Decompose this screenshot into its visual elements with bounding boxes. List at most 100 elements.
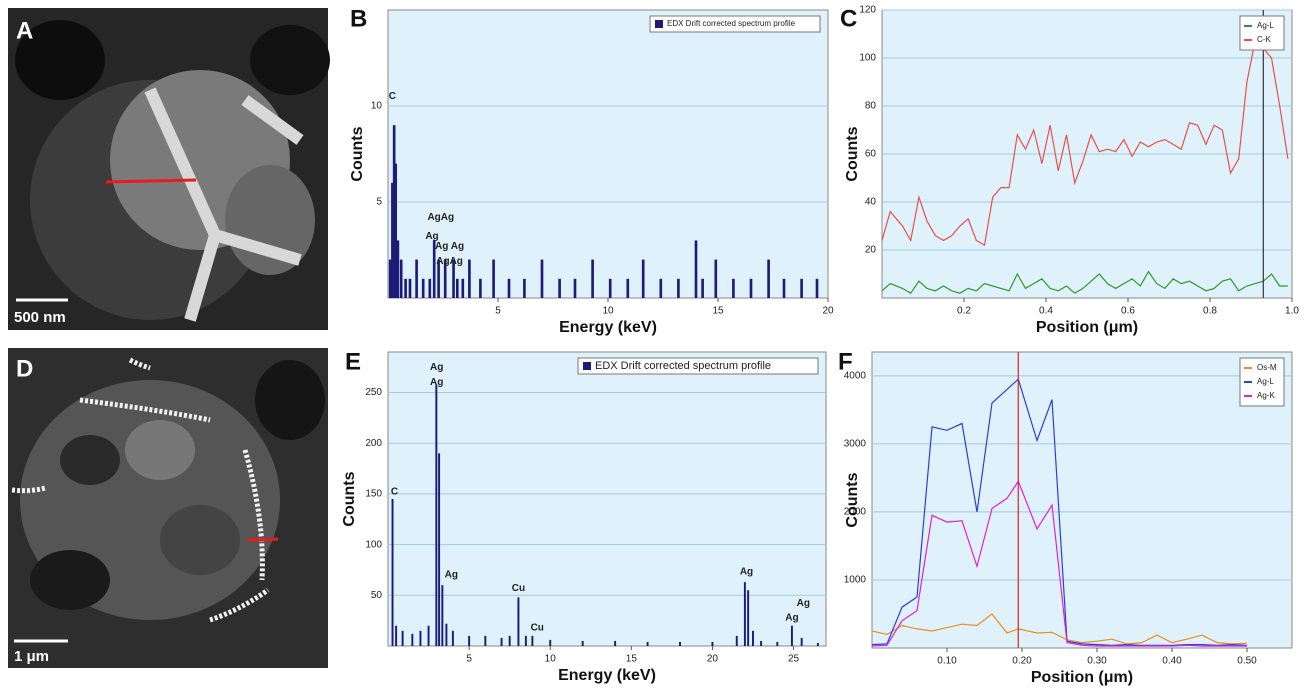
spectrum-bar (411, 633, 414, 646)
y-tick-label: 3000 (844, 439, 867, 450)
spectrum-bar (540, 259, 544, 298)
spectrum-bar (714, 259, 718, 298)
spectrum-bar (492, 259, 495, 298)
peak-label: AgAg (436, 256, 463, 267)
spectrum-bar (517, 597, 520, 646)
x-tick-label: 15 (626, 654, 638, 665)
peak-label: Ag (430, 377, 443, 388)
x-tick-label: 0.2 (957, 306, 971, 317)
spectrum-bar (443, 259, 447, 298)
peak-label: Ag Ag (435, 241, 464, 252)
scan-line (247, 537, 279, 542)
spectrum-bar (614, 640, 617, 646)
panel-label: C (840, 5, 857, 32)
scale-label: 500 nm (14, 309, 66, 326)
spectrum-bar (391, 182, 394, 298)
hole (160, 505, 240, 575)
spectrum-bar (549, 639, 552, 646)
peak-label: Ag (445, 570, 458, 581)
y-tick-label: 20 (865, 245, 877, 256)
micrograph-d: 1 μm D (8, 348, 328, 668)
spectrum-bar (399, 259, 403, 298)
spectrum-bar (432, 240, 436, 298)
spectrum-bar (484, 635, 487, 646)
legend-label: C-K (1257, 35, 1271, 44)
x-tick-label: 0.40 (1162, 656, 1182, 667)
y-tick-label: 80 (865, 101, 877, 112)
series-line (871, 613, 1248, 645)
panel-label: A (16, 17, 33, 44)
spectrum-bar (626, 278, 630, 298)
x-tick-label: 10 (602, 306, 614, 317)
spectrum-bar (790, 625, 793, 646)
peak-label: Cu (531, 622, 544, 633)
spectrum-bar (394, 163, 398, 298)
spectrum-bar (437, 259, 440, 298)
spectrum-bar (767, 259, 770, 298)
spectrum-bar (468, 635, 471, 646)
series-line (881, 270, 1288, 295)
spectrum-bar (441, 585, 444, 646)
y-tick-label: 2000 (844, 507, 867, 518)
x-tick-label: 5 (466, 654, 472, 665)
y-tick-label: 1000 (844, 575, 867, 586)
y-tick-label: 250 (365, 387, 382, 398)
panel-label: F (838, 348, 853, 375)
x-axis-label: Position (μm) (1036, 319, 1138, 336)
peak-label: Ag (740, 567, 753, 578)
y-tick-label: 120 (859, 5, 876, 16)
series-line (871, 378, 1248, 646)
hole (15, 20, 105, 100)
legend-swatch (583, 362, 591, 370)
hole (255, 360, 325, 440)
x-tick-label: 5 (495, 306, 501, 317)
peak-label: C (389, 91, 396, 102)
spectrum-bar (659, 278, 663, 298)
spectrum-bar (461, 278, 465, 298)
scale-label: 1 μm (14, 648, 49, 665)
spectrum-bar (782, 278, 786, 298)
x-tick-label: 25 (788, 654, 800, 665)
legend-label: EDX Drift corrected spectrum profile (667, 19, 796, 28)
spectrum-bar (392, 125, 396, 298)
peak-label: Ag (425, 231, 438, 242)
series-line (881, 40, 1289, 247)
micrograph-a: 500 nm A (8, 8, 330, 330)
spectrum-bar (558, 278, 561, 298)
spectrum-bar (694, 240, 698, 298)
spectrum-bar (427, 625, 430, 646)
x-tick-label: 20 (707, 654, 719, 665)
spectrum-bar (752, 630, 754, 646)
peak-label: Cu (512, 583, 525, 594)
y-tick-label: 4000 (844, 370, 867, 381)
spectrum-bar (581, 640, 584, 646)
spectrum-bar (508, 635, 511, 646)
legend-label: EDX Drift corrected spectrum profile (595, 360, 771, 372)
plot-area (871, 351, 1293, 649)
spectrum-bar (608, 278, 612, 298)
spectrum-bar (800, 278, 803, 298)
spectrum-bar (776, 641, 779, 646)
peak-label: AgAg (427, 212, 454, 223)
spectrum-bar (641, 259, 645, 298)
spectrum-bar (419, 630, 422, 646)
hole (60, 435, 120, 485)
x-tick-label: 0.6 (1121, 306, 1135, 317)
peak-label: Ag (785, 612, 798, 623)
x-tick-label: 1.0 (1285, 306, 1299, 317)
spectrum-bar (531, 635, 534, 646)
spectrum-bar (747, 590, 750, 646)
peak-label: C (391, 487, 398, 498)
spectrum-bar (388, 259, 392, 298)
x-tick-label: 0.4 (1039, 306, 1053, 317)
legend-box (649, 15, 821, 33)
y-axis-label: Counts (349, 126, 366, 181)
hole (225, 165, 315, 275)
panel-label: E (345, 348, 361, 375)
spectrum-bar (391, 499, 394, 646)
x-tick-label: 15 (712, 306, 724, 317)
hole (250, 25, 330, 95)
spectrum-bar (711, 641, 714, 646)
spectrum-bar (396, 240, 400, 298)
